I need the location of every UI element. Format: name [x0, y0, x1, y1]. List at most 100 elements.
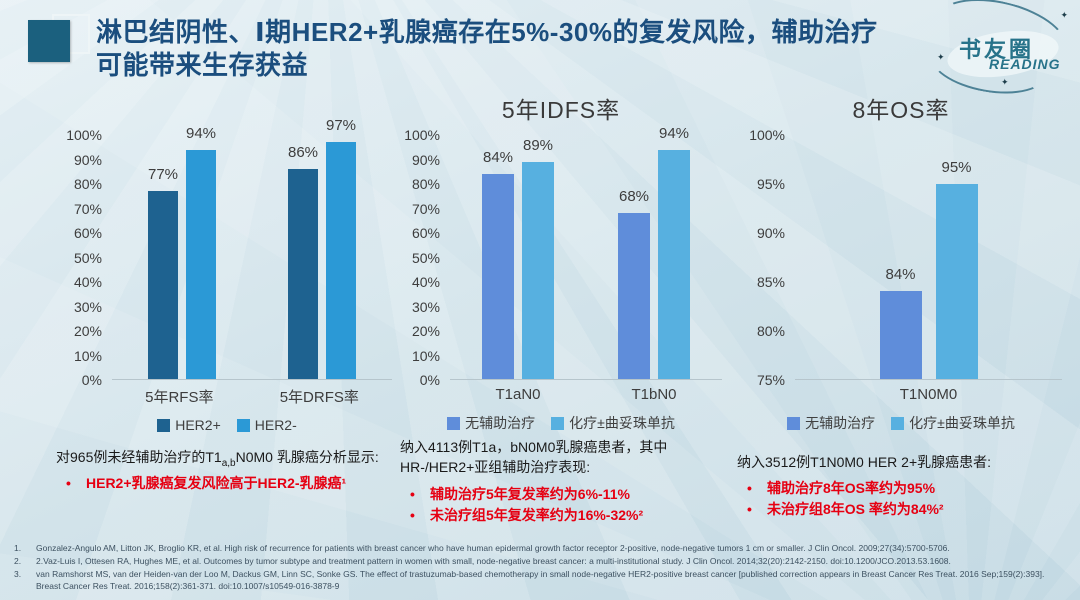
category-label: 5年DRFS率	[279, 389, 359, 406]
bar-化疗±曲妥珠单抗: 94%	[658, 125, 690, 379]
note-bullet: 辅助治疗8年OS率约为95%	[737, 478, 1069, 499]
category-label: T1aN0	[495, 386, 541, 403]
legend-swatch	[447, 416, 461, 430]
reference-item: 2. 2.Vaz-Luis I, Ottesen RA, Hughes ME, e…	[14, 555, 1066, 568]
logo-chinese-text: 书友圈	[959, 37, 1035, 62]
bar-value-label: 68%	[618, 188, 650, 206]
y-tick-label: 100%	[66, 127, 102, 143]
y-tick-label: 70%	[411, 200, 440, 217]
note-intro: 纳入3512例T1N0M0 HER 2+乳腺癌患者:	[737, 454, 992, 470]
y-tick-label: 85%	[756, 274, 785, 290]
note-bullet: 未治疗组8年OS 率约为84%²	[737, 499, 1069, 520]
note-intro: 纳入4113例T1a，bN0M0乳腺癌患者，其中HR-/HER2+亚组辅助治疗表…	[400, 439, 668, 476]
reading-club-logo: 书友圈 READING ✦ ✦ ✦	[925, 0, 1075, 102]
legend-item: HER2+	[157, 417, 221, 433]
note-intro: 对965例未经辅助治疗的T1a,bN0M0 乳腺癌分析显示:	[56, 449, 379, 469]
category-label: T1bN0	[631, 386, 677, 403]
legend-item: 无辅助治疗	[787, 413, 875, 433]
y-tick-label: 60%	[411, 225, 440, 241]
bar-无辅助治疗: 68%	[618, 188, 650, 379]
y-tick-label: 60%	[73, 225, 102, 241]
legend-label: 无辅助治疗	[805, 415, 876, 431]
legend-swatch	[157, 418, 171, 432]
y-axis: 100% 95% 90% 85% 80% 75%	[740, 127, 795, 388]
bar-无辅助治疗: 84%	[879, 266, 922, 379]
y-tick-label: 70%	[73, 200, 102, 217]
y-tick-label: 0%	[419, 372, 440, 388]
legend-swatch	[551, 416, 565, 430]
bar-value-label: 95%	[941, 158, 972, 176]
bar-group: 84% 89%	[482, 135, 554, 379]
reference-text: van Ramshorst MS, van der Heiden-van der…	[36, 568, 1045, 592]
y-tick-label: 80%	[756, 323, 785, 339]
sparkle-icon: ✦	[937, 52, 945, 62]
bar-化疗±曲妥珠单抗: 95%	[935, 159, 978, 379]
x-axis-labels: T1aN0 T1bN0	[450, 386, 722, 403]
note-bullet: 未治疗组5年复发率约为16%-32%²	[400, 505, 732, 526]
y-tick-label: 90%	[73, 151, 102, 168]
bar-group: 86% 97%	[288, 117, 356, 379]
reference-list: 1. Gonzalez-Angulo AM, Litton JK, Broglio…	[14, 542, 1066, 593]
chart-legend: HER2+ HER2-	[62, 417, 392, 433]
plot-area: 100% 95% 90% 85% 80% 75% 84% 95%	[740, 127, 1062, 388]
bar-value-label: 89%	[522, 136, 554, 154]
y-tick-label: 90%	[411, 151, 440, 168]
bar-value-label: 97%	[325, 117, 357, 135]
y-tick-label: 10%	[73, 347, 102, 364]
page-title-line1: 淋巴结阴性、Ⅰ期HER2+乳腺癌存在5%-30%的复发风险，辅助治疗	[96, 17, 878, 47]
sparkle-icon: ✦	[1001, 77, 1009, 87]
legend-label: 化疗±曲妥珠单抗	[569, 415, 675, 431]
plot-area: 100% 90% 80% 70% 60% 50% 40% 30% 20% 10% 0% 84% 89%…	[400, 125, 722, 388]
y-tick-label: 10%	[411, 347, 440, 364]
bar-value-label: 77%	[147, 166, 179, 184]
y-tick-label: 100%	[749, 127, 785, 143]
bar-value-label: 86%	[287, 144, 319, 162]
y-tick-label: 30%	[73, 298, 102, 315]
reference-item: 3. van Ramshorst MS, van der Heiden-van d…	[14, 568, 1066, 594]
bar-HER2-: 94%	[186, 125, 216, 379]
reference-number: 1.	[14, 543, 22, 553]
y-axis: 100% 90% 80% 70% 60% 50% 40% 30% 20% 10% 0%	[400, 127, 450, 388]
y-tick-label: 80%	[73, 176, 102, 192]
bars-area: 84% 89% 68% 94%	[450, 125, 722, 380]
legend-item: 化疗±曲妥珠单抗	[551, 413, 675, 433]
chart-legend: 无辅助治疗 化疗±曲妥珠单抗	[400, 413, 722, 433]
chart-legend: 无辅助治疗 化疗±曲妥珠单抗	[740, 413, 1062, 433]
note-bullet: 辅助治疗5年复发率约为6%-11%	[400, 484, 732, 505]
note-left: 对965例未经辅助治疗的T1a,bN0M0 乳腺癌分析显示: HER2+乳腺癌复…	[56, 447, 394, 494]
y-tick-label: 0%	[81, 372, 102, 388]
legend-label: HER2-	[254, 417, 297, 433]
bar-HER2+: 77%	[148, 166, 178, 379]
legend-label: 化疗±曲妥珠单抗	[909, 415, 1015, 431]
y-tick-label: 75%	[756, 372, 785, 388]
sparkle-icon: ✦	[1060, 10, 1068, 20]
category-label: 5年RFS率	[145, 389, 214, 406]
plot-area: 100% 90% 80% 70% 60% 50% 40% 30% 20% 10% 0% 77% 94%…	[62, 117, 392, 388]
x-axis-labels: 5年RFS率 5年DRFS率	[112, 386, 392, 407]
y-tick-label: 80%	[411, 176, 440, 192]
bar-HER2+: 86%	[288, 144, 318, 379]
legend-swatch	[236, 418, 250, 432]
logo-english-text: READING	[989, 56, 1061, 72]
chart-rfs-drfs: 100% 90% 80% 70% 60% 50% 40% 30% 20% 10% 0% 77% 94%…	[62, 117, 392, 433]
legend-label: HER2+	[175, 417, 221, 433]
y-tick-label: 90%	[756, 225, 785, 241]
legend-item: 无辅助治疗	[447, 413, 535, 433]
reference-text: Gonzalez-Angulo AM, Litton JK, Broglio K…	[36, 543, 950, 553]
y-tick-label: 95%	[756, 176, 785, 192]
title-accent-icon	[20, 10, 100, 70]
solid-square-icon	[28, 20, 70, 62]
y-tick-label: 50%	[73, 249, 102, 266]
note-right: 纳入3512例T1N0M0 HER 2+乳腺癌患者: 辅助治疗8年OS率约为95…	[737, 452, 1069, 520]
legend-swatch	[891, 416, 905, 430]
chart-title: 8年OS率	[852, 97, 950, 123]
references-block: 1. Gonzalez-Angulo AM, Litton JK, Broglio…	[14, 542, 1066, 593]
bar-value-label: 84%	[482, 149, 514, 167]
bar-化疗±曲妥珠单抗: 89%	[522, 137, 554, 379]
reference-number: 3.	[14, 568, 22, 579]
y-tick-label: 30%	[411, 298, 440, 315]
bar-group: 77% 94%	[148, 125, 216, 379]
bar-group: 68% 94%	[618, 125, 690, 379]
bar-value-label: 84%	[885, 266, 916, 284]
